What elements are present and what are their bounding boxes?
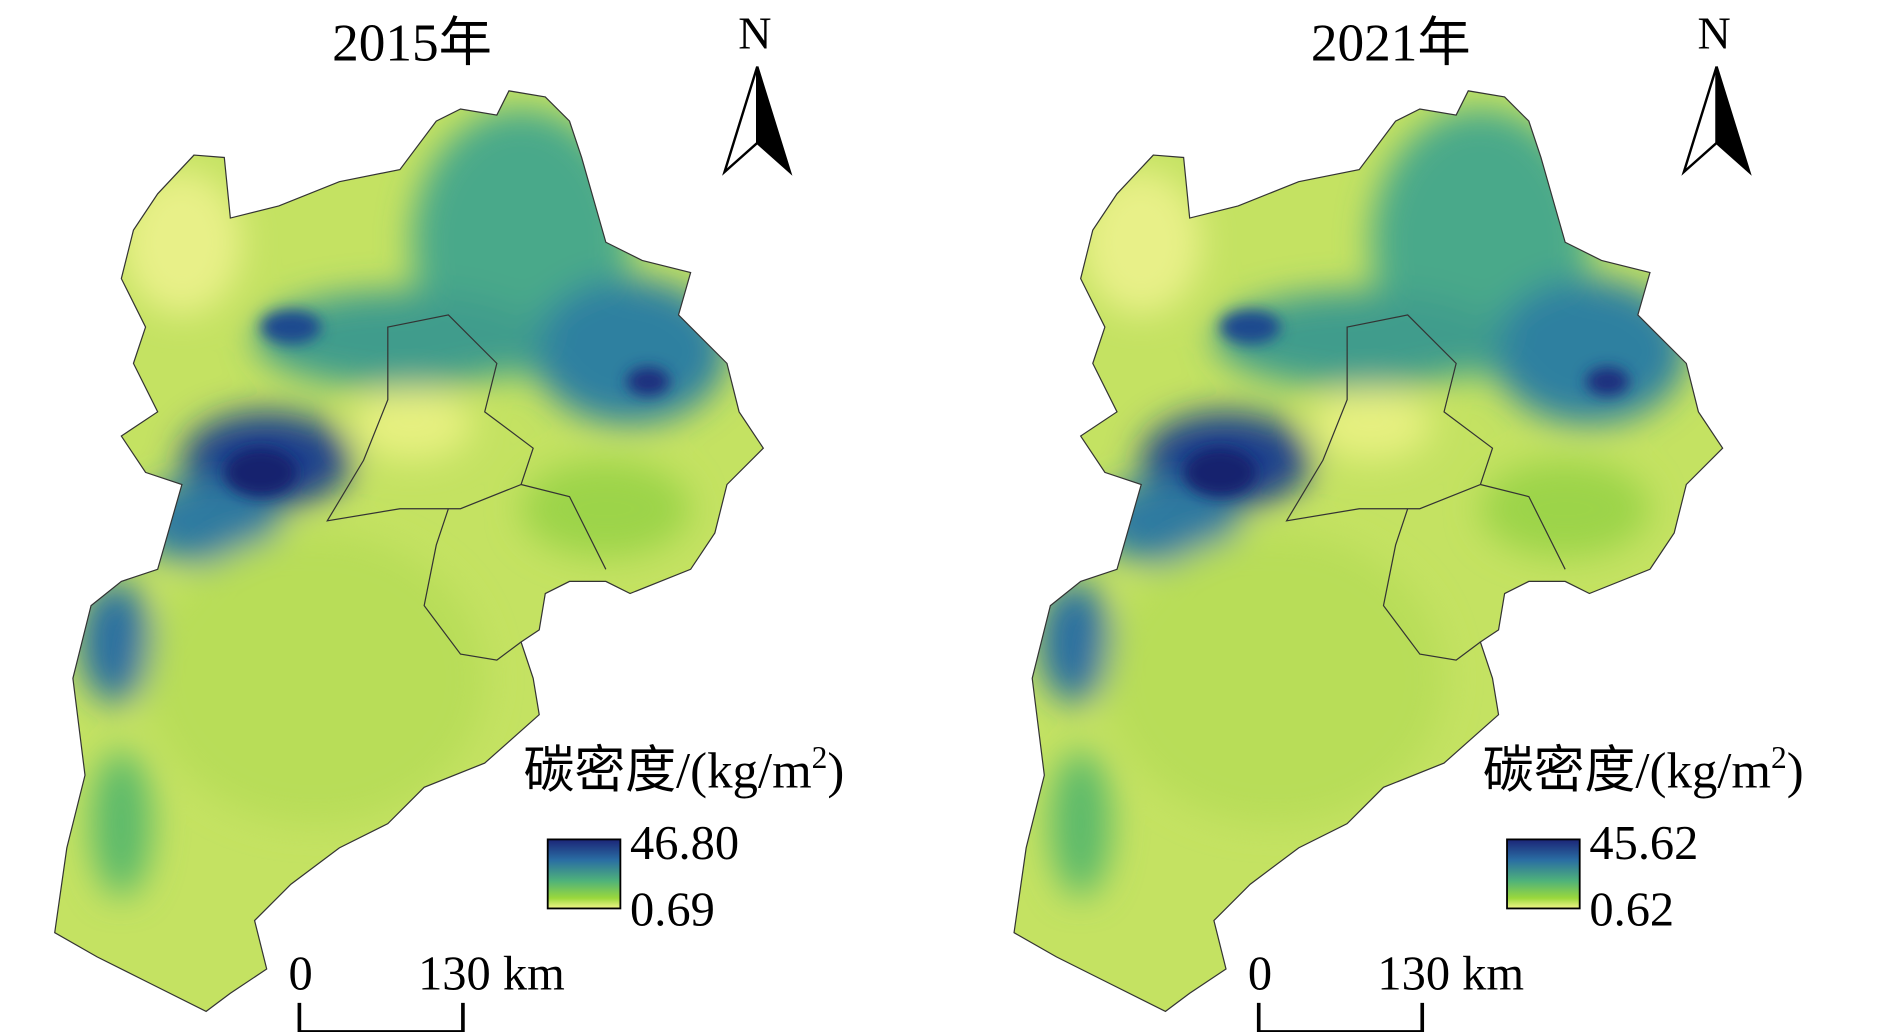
legend-title-text: 碳密度/(kg/m — [523, 743, 811, 799]
legend-title: 碳密度/(kg/m2) — [1483, 740, 1804, 799]
map-region — [960, 0, 1808, 1032]
scale-end: 130 km — [1377, 948, 1524, 1001]
legend-max: 45.62 — [1589, 817, 1698, 870]
legend-colorbar — [1506, 838, 1581, 910]
legend-title-sup: 2 — [1771, 740, 1787, 775]
legend-min: 0.69 — [630, 883, 715, 936]
north-arrow — [722, 66, 759, 176]
legend-min: 0.62 — [1589, 883, 1674, 936]
scale-start: 0 — [288, 948, 312, 1001]
legend-title: 碳密度/(kg/m2) — [523, 740, 844, 799]
legend-title-text: ) — [827, 743, 844, 799]
legend-max: 46.80 — [630, 817, 739, 870]
north-arrow — [1681, 66, 1718, 176]
legend-title-text: 碳密度/(kg/m — [1483, 743, 1771, 799]
north-arrow — [1715, 66, 1752, 176]
map-region — [0, 0, 848, 1032]
map-panel: 2021年 N 碳密度/(kg/m2) 45.62 0.62 0 130 km — [960, 0, 1808, 1032]
north-arrow — [756, 66, 793, 176]
legend-colorbar — [546, 838, 622, 910]
scale-end: 130 km — [418, 948, 565, 1001]
legend-title-sup: 2 — [812, 740, 828, 775]
panel-title: 2021年 — [1311, 14, 1471, 73]
scale-start: 0 — [1248, 948, 1272, 1001]
north-label: N — [738, 7, 771, 58]
scale-bar — [297, 1002, 465, 1032]
panel-title: 2015年 — [332, 14, 492, 73]
map-panel: 2015年 N 碳密度/(kg/m2) 46.80 0.69 0 130 km — [0, 0, 848, 1032]
scale-bar — [1256, 1002, 1425, 1032]
legend-title-text: ) — [1787, 743, 1804, 799]
north-label: N — [1698, 7, 1731, 58]
